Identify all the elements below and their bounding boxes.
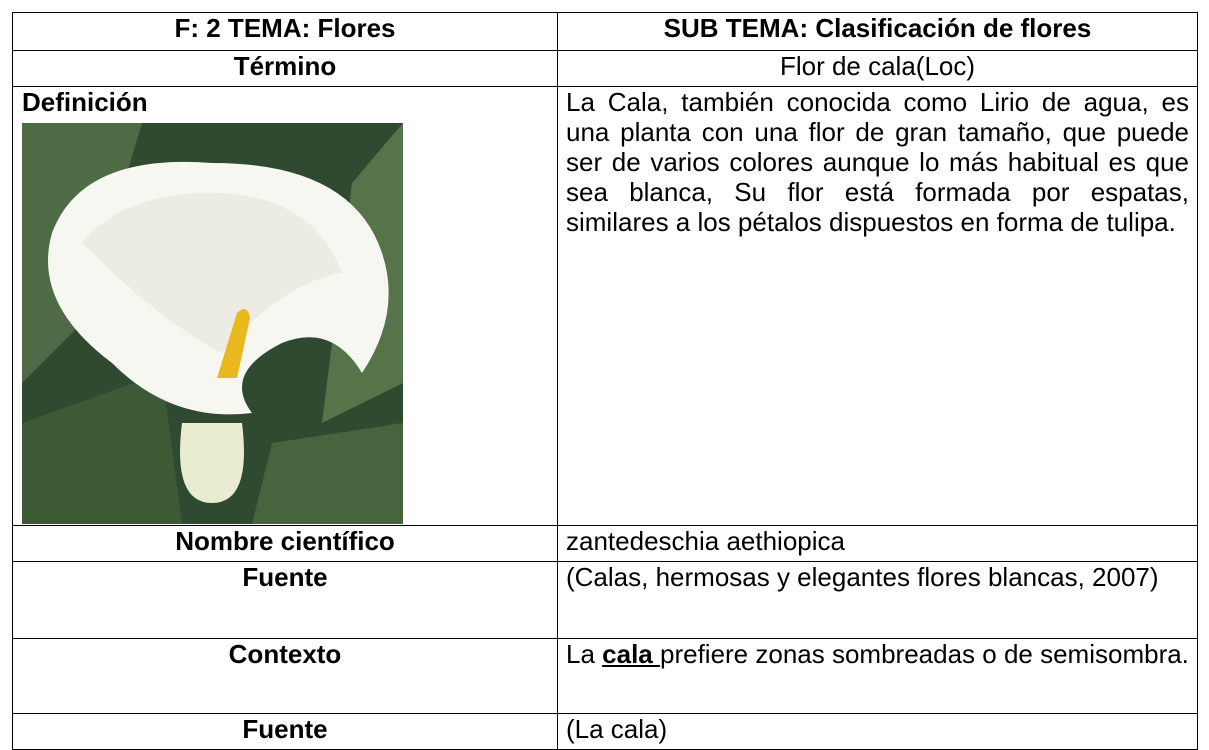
highlight: cala xyxy=(602,639,660,669)
row: Definición La Cala, también conocida com… xyxy=(12,86,1198,526)
label-cell: Definición xyxy=(12,86,558,526)
row: Contexto La cala prefiere zonas sombread… xyxy=(12,638,1198,714)
row: Término Flor de cala(Loc) xyxy=(12,50,1198,87)
label-cell: Fuente xyxy=(12,561,558,639)
label-cell: Contexto xyxy=(12,638,558,714)
label-cell: Término xyxy=(12,50,558,87)
header-cell: SUB TEMA: Clasificación de flores xyxy=(557,12,1198,51)
value-cell: Flor de cala(Loc) xyxy=(557,50,1198,87)
label-cell: Fuente xyxy=(12,713,558,750)
row: Fuente (Calas, hermosas y elegantes flor… xyxy=(12,561,1198,639)
row: Nombre científico zantedeschia aethiopic… xyxy=(12,525,1198,562)
label-cell: Nombre científico xyxy=(12,525,558,562)
label: Definición xyxy=(22,87,148,117)
term-sheet: F: 2 TEMA: Flores SUB TEMA: Clasificació… xyxy=(12,12,1198,750)
header-row: F: 2 TEMA: Flores SUB TEMA: Clasificació… xyxy=(12,12,1198,51)
value-cell: zantedeschia aethiopica xyxy=(557,525,1198,562)
value-cell: La Cala, también conocida como Lirio de … xyxy=(557,86,1198,526)
text: prefiere zonas sombreadas o de semisombr… xyxy=(659,639,1189,669)
flower-image xyxy=(22,123,403,524)
value-cell: (La cala) xyxy=(557,713,1198,750)
row: Fuente (La cala) xyxy=(12,713,1198,750)
value-cell: (Calas, hermosas y elegantes flores blan… xyxy=(557,561,1198,639)
text: La xyxy=(566,639,603,669)
header-cell: F: 2 TEMA: Flores xyxy=(12,12,558,51)
value-cell: La cala prefiere zonas sombreadas o de s… xyxy=(557,638,1198,714)
